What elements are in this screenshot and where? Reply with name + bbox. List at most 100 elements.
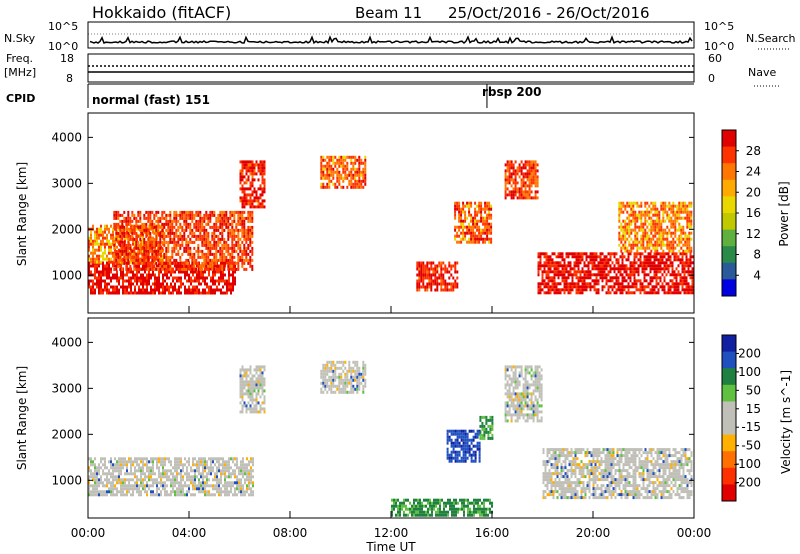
range-cell	[364, 179, 367, 183]
range-cell	[249, 163, 252, 167]
range-cell	[237, 264, 240, 268]
range-cell	[230, 457, 232, 461]
range-cell	[448, 288, 451, 292]
range-cell	[628, 219, 631, 223]
range-cell	[170, 285, 172, 289]
range-cell	[639, 264, 642, 268]
range-cell	[130, 291, 132, 295]
range-cell	[245, 404, 248, 408]
range-cell	[215, 228, 218, 232]
range-cell	[220, 493, 222, 497]
range-cell	[88, 257, 90, 261]
range-cell	[187, 243, 190, 247]
range-cell	[674, 210, 677, 214]
range-cell	[199, 249, 202, 253]
range-cell	[652, 201, 655, 205]
range-cell	[96, 227, 98, 231]
range-cell	[180, 481, 182, 485]
range-cell	[243, 371, 246, 375]
range-cell	[655, 276, 658, 280]
range-cell	[173, 237, 176, 241]
range-cell	[690, 219, 693, 223]
range-cell	[162, 264, 164, 268]
range-cell	[640, 213, 643, 217]
range-cell	[253, 163, 256, 167]
range-cell	[639, 291, 642, 295]
range-cell	[504, 193, 507, 197]
range-cell	[201, 252, 204, 256]
range-cell	[688, 240, 691, 244]
range-cell	[200, 481, 202, 485]
range-cell	[547, 279, 550, 283]
range-cell	[559, 264, 562, 268]
range-cell	[648, 213, 651, 217]
range-cell	[247, 383, 250, 387]
range-cell	[537, 273, 540, 277]
range-cell	[134, 475, 136, 479]
range-cell	[551, 261, 554, 265]
range-cell	[237, 234, 240, 238]
range-cell	[633, 255, 636, 259]
range-cell	[222, 279, 224, 283]
range-cell	[212, 460, 214, 464]
range-cell	[123, 225, 126, 229]
range-cell	[135, 222, 138, 226]
range-cell	[346, 176, 349, 180]
range-cell	[255, 365, 258, 369]
range-cell	[675, 279, 678, 283]
range-cell	[159, 225, 162, 229]
noise-left-tick-top: 10^5	[48, 20, 78, 33]
range-cell	[430, 282, 433, 286]
range-cell	[326, 170, 329, 174]
range-cell	[150, 472, 152, 476]
range-cell	[656, 207, 659, 211]
range-cell	[94, 291, 96, 295]
range-cell	[169, 261, 172, 265]
range-cell	[426, 285, 429, 289]
range-cell	[154, 285, 156, 289]
range-cell	[129, 222, 132, 226]
range-cell	[132, 490, 134, 494]
range-cell	[628, 225, 631, 229]
range-cell	[226, 261, 228, 265]
range-cell	[480, 216, 483, 220]
range-cell	[112, 260, 114, 264]
cpid-mode-rbsp: rbsp 200	[482, 85, 541, 99]
range-cell	[244, 472, 246, 476]
range-cell	[618, 219, 621, 223]
range-cell	[127, 258, 130, 262]
range-cell	[247, 252, 250, 256]
range-cell	[613, 267, 616, 271]
range-cell	[589, 258, 592, 262]
range-cell	[165, 267, 168, 271]
range-cell	[611, 267, 614, 271]
range-cell	[227, 243, 230, 247]
range-cell	[543, 261, 546, 265]
range-cell	[226, 469, 228, 473]
range-cell	[231, 219, 234, 223]
range-cell	[88, 493, 90, 497]
range-cell	[194, 484, 196, 488]
range-cell	[583, 282, 586, 286]
range-cell	[194, 279, 196, 283]
range-cell	[148, 276, 150, 280]
range-cell	[240, 493, 242, 497]
range-cell	[539, 252, 542, 256]
range-cell	[668, 216, 671, 220]
range-cell	[601, 288, 604, 292]
range-cell	[229, 258, 232, 262]
range-cell	[629, 273, 632, 277]
range-cell	[430, 285, 433, 289]
range-cell	[116, 270, 118, 274]
range-cell	[241, 389, 244, 393]
range-cell	[219, 255, 222, 259]
range-cell	[198, 282, 200, 286]
range-cell	[611, 252, 614, 256]
range-cell	[187, 246, 190, 250]
range-cell	[131, 249, 134, 253]
range-cell	[547, 255, 550, 259]
range-cell	[251, 407, 254, 411]
range-cell	[324, 173, 327, 177]
range-cell	[137, 258, 140, 262]
range-cell	[98, 291, 100, 295]
